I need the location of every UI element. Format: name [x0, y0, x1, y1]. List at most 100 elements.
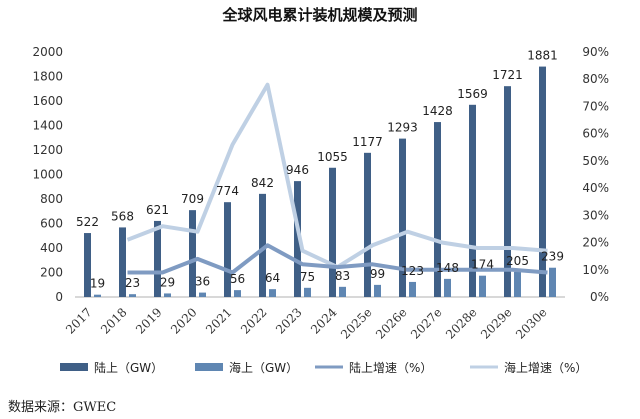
data-label-offshore: 64 [265, 271, 280, 285]
left-axis-tick-label: 200 [40, 266, 63, 280]
bar-offshore [129, 294, 136, 297]
legend-label: 海上增速（%） [504, 360, 587, 375]
x-axis-tick-label: 2023 [273, 305, 304, 336]
data-label-onshore: 1881 [527, 49, 558, 63]
bar-onshore [469, 104, 476, 297]
bar-onshore [539, 66, 546, 297]
x-axis-tick-label: 2026e [373, 305, 410, 342]
right-axis-tick-label: 30% [582, 208, 609, 222]
right-axis-tick-label: 0% [590, 290, 609, 304]
data-label-onshore: 1721 [492, 68, 523, 82]
bar-offshore [304, 287, 311, 297]
right-axis-tick-label: 50% [582, 154, 609, 168]
x-axis-tick-label: 2029e [478, 305, 515, 342]
bar-onshore [154, 220, 161, 297]
data-label-offshore: 99 [370, 267, 385, 281]
x-axis-tick-label: 2027e [408, 305, 445, 342]
left-axis-tick-label: 1200 [32, 143, 63, 157]
bar-onshore [329, 167, 336, 297]
bar-offshore [479, 275, 486, 297]
bar-onshore [504, 86, 511, 298]
data-label-onshore: 1177 [352, 135, 383, 149]
data-label-onshore: 1569 [457, 87, 488, 101]
left-axis-tick-label: 1600 [32, 94, 63, 108]
left-axis-tick-label: 1800 [32, 70, 63, 84]
bar-onshore [259, 193, 266, 297]
right-axis-tick-label: 10% [582, 263, 609, 277]
data-label-onshore: 568 [111, 209, 134, 223]
data-label-offshore: 29 [160, 275, 175, 289]
right-axis-tick-label: 80% [582, 72, 609, 86]
right-axis-tick-label: 90% [582, 45, 609, 59]
bar-offshore [339, 286, 346, 297]
bar-onshore [434, 122, 441, 297]
bar-onshore [399, 138, 406, 297]
x-axis-tick-label: 2018 [98, 305, 129, 336]
bar-onshore [84, 233, 91, 297]
data-label-onshore: 842 [251, 176, 274, 190]
bar-offshore [234, 290, 241, 297]
x-axis-tick-label: 2019 [133, 305, 164, 336]
legend-label: 陆上（GW） [94, 360, 163, 375]
bar-offshore [444, 278, 451, 297]
data-label-offshore: 23 [125, 276, 140, 290]
left-axis-tick-label: 1000 [32, 168, 63, 182]
data-label-offshore: 83 [335, 269, 350, 283]
bar-offshore [549, 267, 556, 297]
x-axis-tick-label: 2022 [238, 305, 269, 336]
data-label-onshore: 1293 [387, 121, 418, 135]
left-axis-tick-label: 400 [40, 241, 63, 255]
x-axis-tick-label: 2020 [168, 305, 199, 336]
bar-onshore [119, 227, 126, 297]
left-axis-tick-label: 1400 [32, 119, 63, 133]
bar-onshore [189, 210, 196, 297]
x-axis-tick-label: 2024 [308, 305, 340, 337]
right-axis-tick-label: 40% [582, 181, 609, 195]
bar-offshore [514, 271, 521, 297]
bar-offshore [199, 292, 206, 297]
x-axis-tick-label: 2025e [338, 305, 375, 342]
bar-offshore [269, 289, 276, 297]
left-axis-tick-label: 0 [55, 290, 63, 304]
bar-offshore [164, 293, 171, 297]
left-axis-tick-label: 600 [40, 217, 63, 231]
data-label-onshore: 522 [76, 215, 99, 229]
bar-offshore [409, 281, 416, 297]
x-axis-tick-label: 2017 [63, 305, 94, 336]
data-label-onshore: 1428 [422, 104, 453, 118]
left-axis-tick-label: 2000 [32, 45, 63, 59]
bar-offshore [374, 284, 381, 297]
right-axis-tick-label: 60% [582, 127, 609, 141]
data-label-offshore: 36 [195, 275, 210, 289]
data-label-offshore: 239 [541, 250, 564, 264]
chart-title: 全球风电累计装机规模及预测 [221, 6, 417, 24]
data-label-onshore: 709 [181, 192, 204, 206]
legend-swatch [60, 363, 88, 371]
data-label-onshore: 621 [146, 203, 169, 217]
source-note: 数据来源：GWEC [8, 400, 117, 415]
legend-label: 陆上增速（%） [349, 360, 432, 375]
data-label-offshore: 148 [436, 261, 459, 275]
left-axis-tick-label: 800 [40, 192, 63, 206]
right-axis-tick-label: 20% [582, 236, 609, 250]
data-label-offshore: 19 [90, 277, 105, 291]
data-label-offshore: 56 [230, 272, 245, 286]
data-label-onshore: 1055 [317, 150, 348, 164]
legend-swatch [195, 363, 223, 371]
bar-onshore [364, 152, 371, 297]
data-label-onshore: 774 [216, 184, 239, 198]
x-axis-tick-label: 2030e [513, 305, 550, 342]
right-axis-tick-label: 70% [582, 99, 609, 113]
data-label-offshore: 75 [300, 270, 315, 284]
data-label-offshore: 123 [401, 264, 424, 278]
bar-onshore [294, 181, 301, 297]
data-label-offshore: 205 [506, 254, 529, 268]
line-onshore-growth [127, 243, 548, 275]
x-axis-tick-label: 2021 [203, 305, 234, 336]
data-label-offshore: 174 [471, 258, 494, 272]
bar-onshore [224, 202, 231, 297]
legend-label: 海上（GW） [229, 360, 298, 375]
x-axis-tick-label: 2028e [443, 305, 480, 342]
bar-offshore [94, 294, 101, 297]
